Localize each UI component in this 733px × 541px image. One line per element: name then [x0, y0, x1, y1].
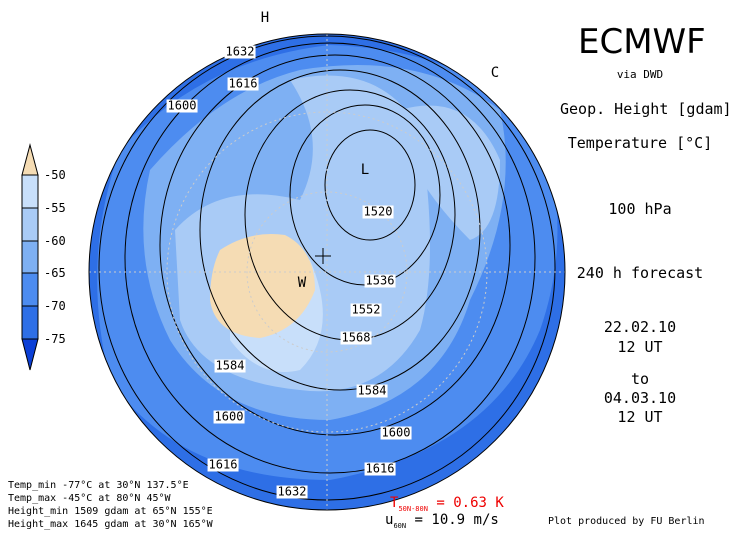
contour-label: 1616: [364, 461, 396, 476]
symbol: T: [390, 495, 399, 511]
colorbar-label: -60: [44, 234, 66, 248]
map-marker: L: [360, 162, 370, 178]
contour-label: 1584: [356, 383, 388, 398]
colorbar-label: -55: [44, 201, 66, 215]
to: to: [630, 370, 650, 388]
t-index: T50N-80N = 0.63 K: [390, 495, 504, 513]
title: ECMWF: [578, 22, 706, 62]
date: 04.03.10: [603, 389, 677, 407]
contour-label: 1616: [207, 457, 239, 472]
colorbar-label: -50: [44, 168, 66, 182]
contour-label: 1600: [166, 98, 198, 113]
level: 100 hPa: [608, 200, 672, 218]
map-marker: W: [297, 275, 307, 291]
map-marker: C: [490, 65, 500, 81]
field: Geop. Height [gdam]: [560, 100, 732, 118]
contour-label: 1600: [213, 409, 245, 424]
contour-label: 1536: [364, 273, 396, 288]
value: = 0.63 K: [436, 495, 504, 511]
subscript: 50N-80N: [398, 504, 428, 513]
stat: Height_max 1645 gdam at 30°N 165°W: [8, 519, 213, 530]
colorbar: [21, 143, 39, 371]
field: Temperature [°C]: [567, 134, 713, 152]
date: 22.02.10: [603, 318, 677, 336]
contour-label: 1632: [276, 484, 308, 499]
colorbar-label: -65: [44, 266, 66, 280]
forecast: 240 h forecast: [576, 264, 704, 282]
polar-map: [89, 34, 565, 510]
contour-label: 1520: [362, 204, 394, 219]
contour-label: 1568: [340, 330, 372, 345]
value: = 10.9 m/s: [414, 512, 499, 528]
contour-label: 1552: [350, 302, 382, 317]
contour-label: 1584: [214, 358, 246, 373]
stat: Height_min 1509 gdam at 65°N 155°E: [8, 506, 213, 517]
credit: Plot produced by FU Berlin: [548, 516, 705, 527]
subscript: 60N: [393, 521, 407, 530]
source: via DWD: [616, 68, 664, 81]
u-index: u60N = 10.9 m/s: [385, 512, 499, 530]
stat: Temp_max -45°C at 80°N 45°W: [8, 493, 171, 504]
contour-label: 1616: [227, 76, 259, 91]
colorbar-label: -75: [44, 332, 66, 346]
symbol: u: [385, 512, 394, 528]
stat: Temp_min -77°C at 30°N 137.5°E: [8, 480, 189, 491]
contour-label: 1632: [224, 44, 256, 59]
contour-label: 1600: [380, 425, 412, 440]
time: 12 UT: [617, 408, 663, 426]
colorbar-label: -70: [44, 299, 66, 313]
map-marker: H: [260, 10, 270, 26]
time: 12 UT: [617, 338, 663, 356]
